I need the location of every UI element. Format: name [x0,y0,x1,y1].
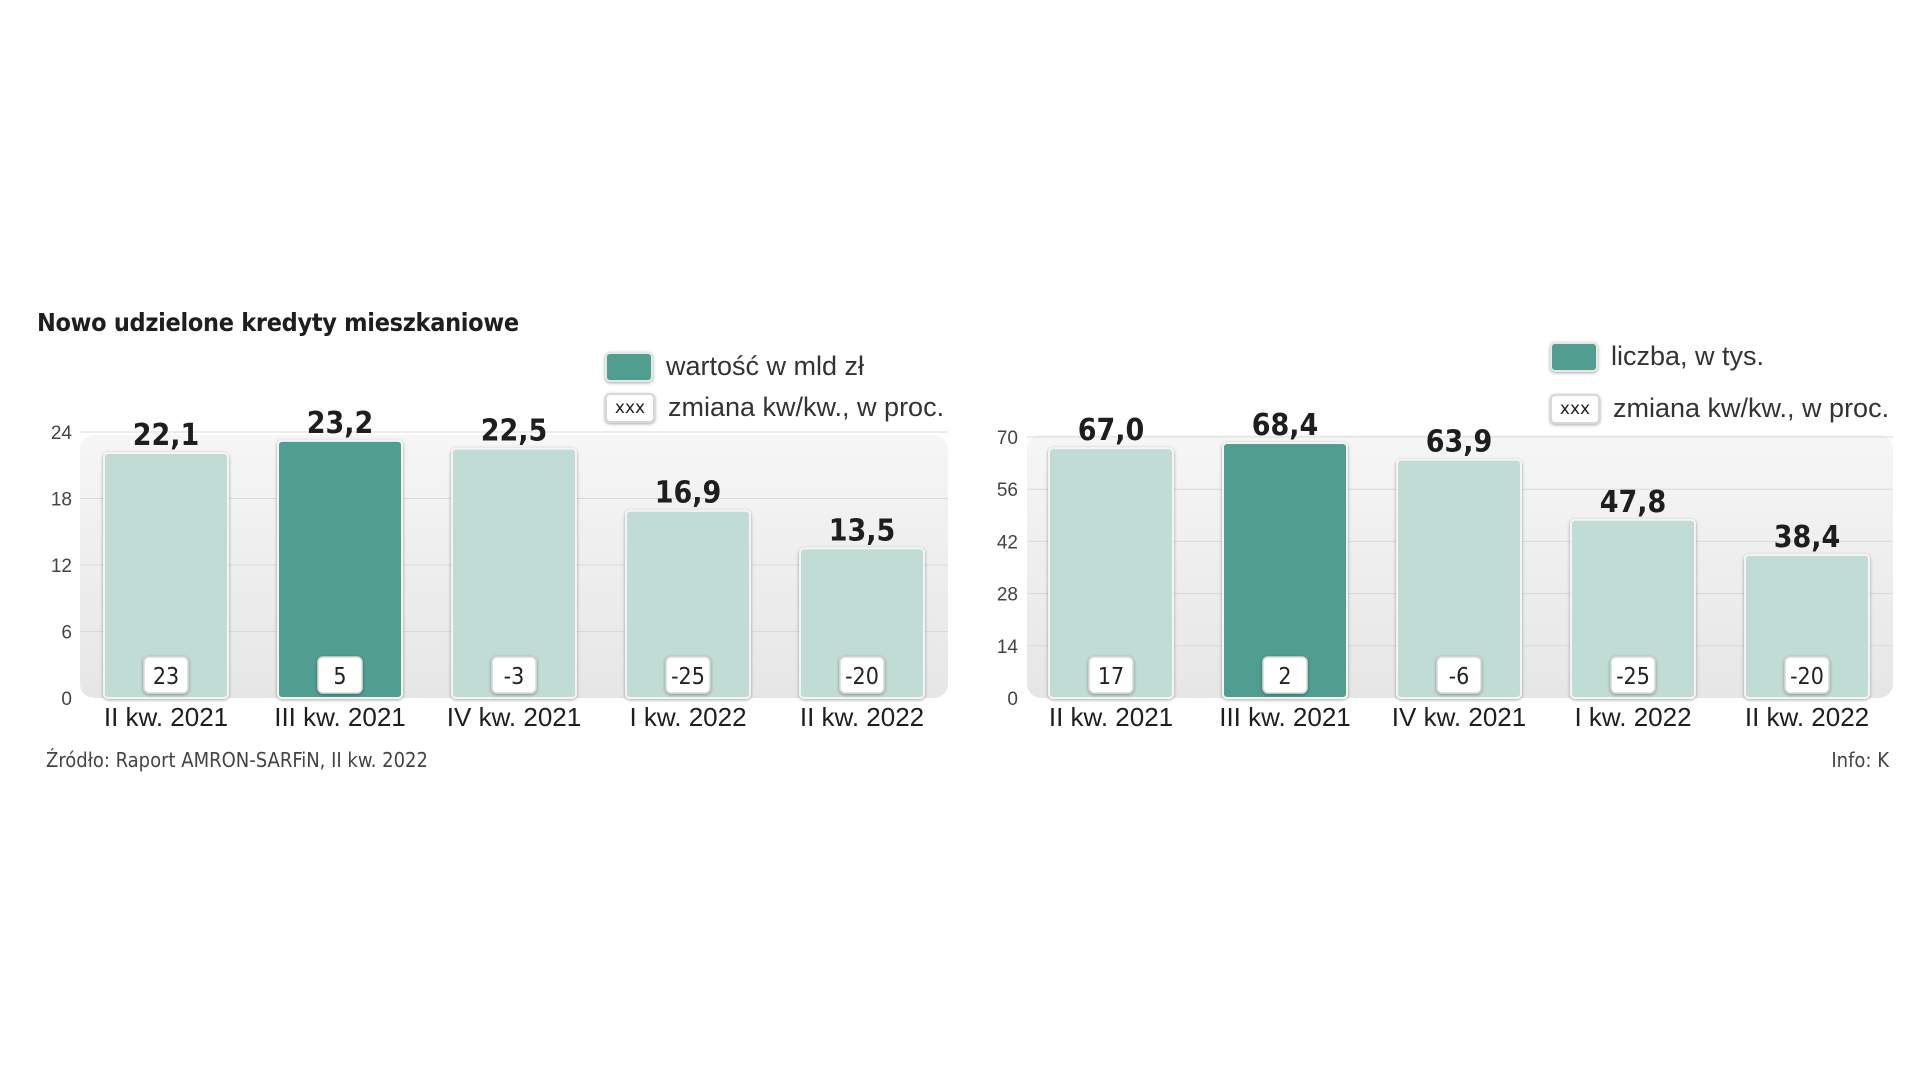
bar [103,452,229,699]
change-box [839,656,885,694]
legend-left-value: wartość w mld zł [605,351,864,382]
change-box [1436,656,1482,694]
source-note: Źródło: Raport AMRON-SARFiN, II kw. 2022 [46,748,428,772]
y-tick-label: 42 [997,532,1018,553]
y-tick-label: 18 [51,490,72,511]
y-tick-label: 24 [51,423,73,444]
change-box [1784,656,1830,694]
bar [799,547,925,699]
change-box [1088,656,1134,694]
legend-swatch [1550,341,1598,372]
bar [451,447,577,699]
bar-value-label: 22,5 [481,414,548,449]
x-tick-label: II kw. 2021 [1049,702,1173,732]
chart-title: Nowo udzielone kredyty mieszkaniowe [37,308,519,337]
y-tick-label: 0 [61,689,72,710]
legend-change-label: zmiana kw/kw., w proc. [1613,393,1890,423]
bar [1396,458,1522,699]
bar-value-label: 63,9 [1426,425,1493,460]
change-label: -20 [845,664,879,690]
bar-value-label: 68,4 [1252,408,1319,443]
y-tick-label: 56 [997,480,1018,501]
change-label: 17 [1098,664,1124,690]
change-box [143,656,189,694]
change-label: -25 [671,664,705,690]
change-box [1610,656,1656,694]
change-label: -3 [504,664,525,690]
y-tick-label: 0 [1007,689,1018,710]
legend-swatch [605,351,653,382]
change-box [665,656,711,694]
x-tick-label: II kw. 2022 [800,702,924,732]
legend-right-value: liczba, w tys. [1550,341,1764,372]
bar [625,509,751,700]
change-label: 23 [153,664,179,690]
bar [1744,553,1870,700]
legend-left-change: xxx zmiana kw/kw., w proc. [605,392,944,423]
bar-value-label: 16,9 [655,476,722,511]
bar-value-label: 22,1 [133,418,200,453]
x-tick-label: I kw. 2022 [1574,702,1691,732]
x-tick-label: IV kw. 2021 [1392,702,1526,732]
change-label: -20 [1790,664,1824,690]
x-tick-label: IV kw. 2021 [447,702,581,732]
info-credit: Info: K [1831,748,1889,772]
bar [1048,447,1174,699]
legend-change-label: zmiana kw/kw., w proc. [668,392,945,422]
x-tick-label: III kw. 2021 [274,702,406,732]
bar-value-label: 23,2 [307,406,374,441]
y-tick-label: 28 [997,585,1018,606]
bar-value-label: 38,4 [1774,520,1841,555]
change-box [317,656,363,694]
bar-chart-count: 0 14 28 42 56 70 67,0 17 II kw. 2021 68,4 2 III kw.… [997,408,1893,732]
change-box [1262,656,1308,694]
bar [1570,518,1696,699]
bar-value-label: 67,0 [1078,413,1145,448]
y-tick-label: 12 [51,556,72,577]
y-tick-label: 14 [997,637,1019,658]
change-label: -25 [1616,664,1650,690]
y-tick-label: 70 [997,428,1018,449]
change-label: 2 [1278,664,1291,690]
x-tick-label: III kw. 2021 [1219,702,1351,732]
bar-value-label: 47,8 [1600,485,1667,520]
legend-value-label: liczba, w tys. [1611,341,1765,371]
bar [277,439,403,699]
change-label: 5 [333,664,346,690]
legend-value-label: wartość w mld zł [666,351,865,381]
x-tick-label: I kw. 2022 [629,702,746,732]
bar-value-label: 13,5 [829,513,896,548]
bar [1222,441,1348,700]
x-tick-label: II kw. 2021 [104,702,228,732]
change-box [491,656,537,694]
legend-change-box: xxx [1550,393,1600,424]
x-tick-label: II kw. 2022 [1745,702,1869,732]
legend-right-change: xxx zmiana kw/kw., w proc. [1550,393,1889,424]
bar-chart-value: 0 6 12 18 24 22,1 23 II kw. 2021 23,2 5 III kw. 20… [51,406,948,732]
change-label: -6 [1449,664,1470,690]
y-tick-label: 6 [61,623,72,644]
legend-change-box: xxx [605,392,655,423]
